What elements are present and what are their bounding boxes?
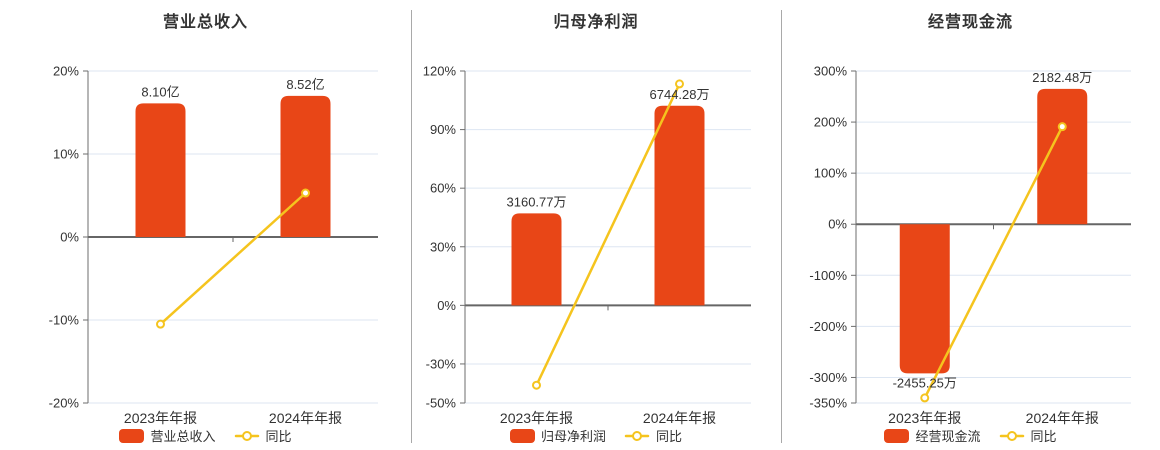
y-tick-label: 0% xyxy=(60,230,79,245)
bar-2024年年报[interactable] xyxy=(654,105,705,306)
yoy-line[interactable] xyxy=(159,192,307,326)
x-category-label: 2023年年报 xyxy=(888,410,961,426)
net-profit-chart-plot[interactable]: 120% 90% 60% 30% 0% -30% -50% 3160.77万 6744.28万 2… xyxy=(411,0,781,450)
y-tick-label: 0% xyxy=(437,298,456,313)
bar-2024年年报[interactable] xyxy=(280,95,331,238)
legend-label: 营业总收入 xyxy=(150,429,216,444)
line-marker-icon xyxy=(234,430,259,441)
yoy-marker[interactable] xyxy=(156,319,165,329)
line-marker-icon xyxy=(624,430,650,441)
legend-item-bar-series[interactable]: 归母净利润 xyxy=(509,426,606,445)
y-tick-label: -30% xyxy=(426,356,457,371)
x-category-label: 2024年年报 xyxy=(643,410,716,426)
panel-divider xyxy=(411,10,412,443)
y-tick-label: 200% xyxy=(814,115,848,130)
bar-value-label: 8.52亿 xyxy=(286,77,324,92)
y-tick-label: 90% xyxy=(430,122,456,137)
chart-panel-revenue: 20% 10% 0% -10% -20% 8.10亿 8.52亿 2023年年报 2024年年报… xyxy=(0,0,411,450)
y-tick-label: 60% xyxy=(430,181,456,196)
y-tick-label: -300% xyxy=(809,370,847,385)
y-tick-label: -10% xyxy=(49,313,80,328)
y-tick-label: -20% xyxy=(49,396,80,411)
yoy-marker[interactable] xyxy=(1057,122,1067,132)
yoy-line[interactable] xyxy=(923,126,1064,399)
y-tick-label: -200% xyxy=(809,319,847,334)
bar-value-label: -2455.25万 xyxy=(893,375,957,390)
y-tick-label: -100% xyxy=(809,268,847,283)
legend: 营业总收入 同比 xyxy=(0,427,411,444)
legend-label: 同比 xyxy=(265,429,292,444)
chart-title-net-profit: 归母净利润 xyxy=(553,14,639,31)
chart-title-cash-flow: 经营现金流 xyxy=(927,14,1013,31)
bar-2023年年报[interactable] xyxy=(899,224,950,374)
legend-label: 归母净利润 xyxy=(540,429,606,444)
legend: 归母净利润 同比 xyxy=(411,427,781,444)
legend-item-line-series[interactable]: 同比 xyxy=(999,426,1057,445)
legend-label: 经营现金流 xyxy=(915,429,981,444)
y-tick-label: 10% xyxy=(53,147,79,162)
chart-panel-net-profit: 120% 90% 60% 30% 0% -30% -50% 3160.77万 6744.28万 2… xyxy=(411,0,781,450)
yoy-marker[interactable] xyxy=(532,380,541,390)
x-category-label: 2024年年报 xyxy=(1026,410,1099,426)
yoy-marker[interactable] xyxy=(301,188,310,198)
x-category-label: 2023年年报 xyxy=(500,410,573,426)
bar-swatch-icon xyxy=(119,428,145,443)
yoy-line[interactable] xyxy=(535,83,681,386)
bar-value-label: 3160.77万 xyxy=(507,194,567,209)
y-tick-label: 120% xyxy=(423,64,457,79)
bar-2023年年报[interactable] xyxy=(511,213,562,306)
y-tick-label: -350% xyxy=(809,396,847,411)
panel-divider xyxy=(781,10,782,443)
legend-item-bar-series[interactable]: 经营现金流 xyxy=(884,426,981,445)
x-category-label: 2024年年报 xyxy=(269,410,342,426)
y-tick-label: 300% xyxy=(814,64,848,79)
bar-swatch-icon xyxy=(884,428,910,443)
y-tick-label: -50% xyxy=(426,396,457,411)
cash-flow-chart-plot[interactable]: 300% 200% 100% 0% -100% -200% -300% -350% -2455.… xyxy=(781,0,1160,450)
x-category-label: 2023年年报 xyxy=(124,410,197,426)
legend-item-line-series[interactable]: 同比 xyxy=(234,426,292,445)
legend-item-line-series[interactable]: 同比 xyxy=(624,426,682,445)
legend-item-bar-series[interactable]: 营业总收入 xyxy=(119,426,216,445)
bar-2024年年报[interactable] xyxy=(1037,88,1088,225)
y-tick-label: 20% xyxy=(53,64,79,79)
yoy-marker[interactable] xyxy=(675,79,684,89)
y-tick-label: 30% xyxy=(430,239,456,254)
bar-value-label: 8.10亿 xyxy=(141,84,179,99)
y-tick-label: 0% xyxy=(828,217,847,232)
revenue-chart-plot[interactable]: 20% 10% 0% -10% -20% 8.10亿 8.52亿 2023年年报 2024年年报 xyxy=(0,0,411,450)
bar-swatch-icon xyxy=(509,428,535,443)
chart-panel-operating-cash-flow: 300% 200% 100% 0% -100% -200% -300% -350% -2455.… xyxy=(781,0,1160,450)
legend-label: 同比 xyxy=(1030,429,1057,444)
chart-title-revenue: 营业总收入 xyxy=(162,14,248,31)
line-marker-icon xyxy=(999,430,1024,441)
bar-value-label: 2182.48万 xyxy=(1032,70,1092,85)
legend: 经营现金流 同比 xyxy=(781,427,1160,444)
bar-value-label: 6744.28万 xyxy=(650,87,710,102)
y-tick-label: 100% xyxy=(814,166,848,181)
bar-2023年年报[interactable] xyxy=(135,103,186,238)
legend-label: 同比 xyxy=(656,429,683,444)
yoy-marker[interactable] xyxy=(920,393,930,403)
